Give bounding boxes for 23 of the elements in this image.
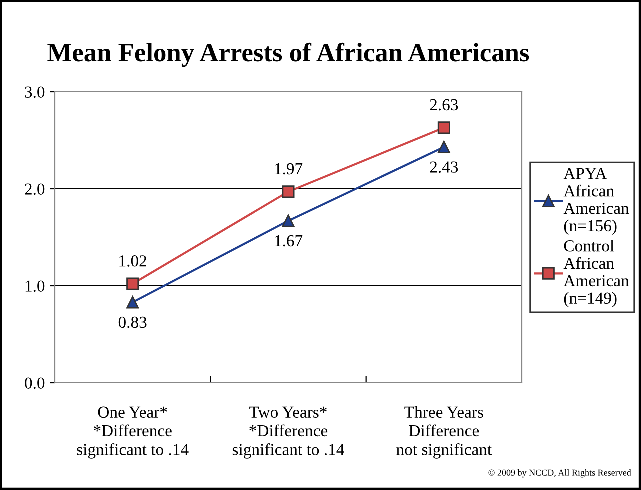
data-label: 1.67	[275, 235, 303, 247]
x-tick-label: Three Years Difference not significant	[396, 406, 492, 459]
y-tick-label: 1.0	[26, 280, 45, 292]
y-tick-label: 2.0	[25, 184, 45, 196]
data-label: 2.63	[430, 99, 458, 111]
data-label: 0.83	[118, 316, 147, 328]
y-tick-label: 0.0	[25, 378, 45, 390]
point	[438, 122, 450, 134]
data-label: 1.97	[275, 163, 303, 175]
point	[282, 186, 295, 198]
point	[282, 214, 295, 228]
x-tick-label: Two Years* *Difference significant to .14	[232, 406, 344, 459]
point	[126, 278, 140, 290]
data-label: 2.43	[430, 162, 458, 173]
y-tick-label: 3.0	[25, 86, 45, 98]
chart-title: Mean Felony Arrests of African Americans	[48, 42, 530, 68]
text: © 2009 by NCCD, All Rights Reserved	[488, 470, 632, 478]
legend-label: APYA African American (n=156)	[564, 168, 630, 235]
legend-label: Control African American (n=149)	[564, 240, 630, 308]
data-label: 1.02	[120, 256, 146, 267]
x-tick-label: One Year* *Difference significant to .14	[77, 406, 189, 459]
point	[438, 141, 450, 154]
point	[126, 296, 140, 309]
